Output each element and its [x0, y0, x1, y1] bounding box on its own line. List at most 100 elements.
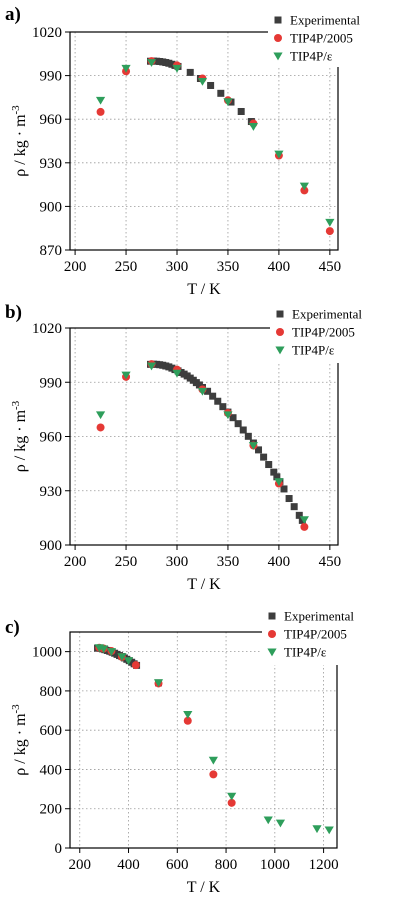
data-point — [275, 819, 286, 828]
data-point — [244, 432, 252, 440]
data-point — [197, 77, 208, 86]
legend-label: TIP4P/2005 — [290, 31, 353, 46]
y-tick-label: 930 — [40, 156, 63, 172]
data-point — [324, 826, 334, 835]
data-point — [209, 770, 218, 779]
legend: Experimental TIP4P/2005 TIP4P/ε — [270, 303, 388, 363]
data-point — [172, 64, 182, 73]
data-point — [280, 485, 288, 493]
data-point — [285, 495, 293, 503]
legend-label: TIP4P/ε — [284, 645, 327, 660]
data-point — [260, 453, 268, 461]
data-point — [274, 150, 284, 159]
legend-label: Experimental — [284, 609, 354, 624]
panel-b: b) 200 250 300 350 400 450 900 930 960 990 1020 T / … — [5, 302, 388, 593]
x-tick-label: 200 — [69, 857, 92, 873]
x-axis-label: T / K — [187, 879, 221, 896]
panel-c: c) 200 400 600 800 1000 1200 0 200 400 600 800 1000 T… — [5, 605, 388, 896]
x-tick-label: 200 — [64, 259, 87, 275]
data-point — [95, 96, 106, 105]
y-tick-label: 0 — [55, 841, 63, 857]
series-triangle-down — [95, 362, 309, 525]
data-point — [300, 522, 309, 531]
legend: Experimental TIP4P/2005 TIP4P/ε — [268, 9, 388, 67]
data-point — [217, 89, 225, 97]
x-tick-label: 1200 — [309, 857, 339, 873]
y-axis-label: ρ / kg · m-3 — [10, 105, 29, 177]
legend-marker — [276, 310, 284, 318]
legend-box — [268, 9, 388, 67]
data-point — [117, 653, 127, 662]
legend-marker — [275, 346, 285, 355]
legend: Experimental TIP4P/2005 TIP4P/ε — [262, 605, 388, 665]
legend-marker — [268, 630, 276, 638]
data-point — [183, 716, 192, 725]
data-point — [183, 711, 193, 719]
data-point — [265, 461, 273, 469]
data-point — [237, 107, 245, 115]
legend-label: TIP4P/ε — [290, 49, 333, 64]
y-tick-label: 930 — [40, 484, 63, 500]
data-point — [274, 478, 284, 487]
series-triangle-down — [95, 59, 335, 227]
y-tick-label: 960 — [40, 430, 63, 446]
data-point — [239, 426, 247, 434]
series-square — [147, 57, 255, 126]
y-tick-label: 1000 — [32, 645, 62, 661]
data-point — [325, 218, 335, 227]
legend-label: Experimental — [292, 307, 362, 322]
legend-label: TIP4P/ε — [292, 343, 335, 358]
data-point — [96, 423, 105, 432]
x-tick-label: 450 — [319, 554, 342, 570]
y-tick-label: 900 — [40, 538, 63, 554]
x-tick-label: 200 — [64, 554, 87, 570]
data-point — [209, 392, 217, 400]
data-point — [204, 387, 212, 395]
data-point — [325, 227, 334, 236]
x-tick-label: 800 — [215, 857, 238, 873]
y-tick-label: 990 — [40, 69, 63, 85]
data-point — [290, 503, 298, 511]
data-point — [234, 420, 242, 428]
x-tick-label: 300 — [166, 259, 189, 275]
legend-box — [262, 605, 388, 665]
x-tick-label: 250 — [115, 259, 138, 275]
data-point — [299, 182, 309, 191]
series-square — [147, 360, 306, 524]
y-tick-label: 800 — [40, 684, 63, 700]
y-tick-label: 870 — [40, 243, 63, 259]
x-tick-label: 250 — [115, 554, 138, 570]
x-tick-label: 400 — [117, 857, 140, 873]
legend-marker — [273, 52, 283, 61]
data-point — [227, 792, 237, 801]
data-point — [299, 516, 309, 525]
plot-frame — [69, 31, 339, 251]
data-point — [219, 403, 227, 411]
data-point — [131, 661, 140, 670]
panel-letter: a) — [5, 4, 21, 25]
x-axis-label: T / K — [187, 576, 221, 593]
data-point — [197, 387, 208, 396]
data-point — [229, 414, 237, 422]
series-circle — [96, 57, 334, 236]
data-point — [123, 657, 134, 666]
legend-marker — [268, 612, 276, 620]
legend-label: TIP4P/2005 — [284, 627, 347, 642]
legend-label: Experimental — [290, 13, 360, 28]
data-point — [207, 81, 215, 89]
data-point — [273, 473, 281, 481]
y-tick-label: 200 — [40, 802, 63, 818]
x-tick-label: 600 — [166, 857, 189, 873]
data-point — [295, 511, 303, 519]
y-tick-label: 600 — [40, 723, 63, 739]
data-point — [95, 411, 106, 420]
panel-letter: c) — [5, 617, 20, 638]
data-point — [214, 397, 222, 405]
x-tick-label: 350 — [217, 554, 240, 570]
x-tick-label: 400 — [268, 554, 291, 570]
data-point — [153, 679, 164, 688]
y-tick-label: 400 — [40, 762, 63, 778]
legend-marker — [274, 16, 282, 24]
data-point — [227, 798, 236, 807]
